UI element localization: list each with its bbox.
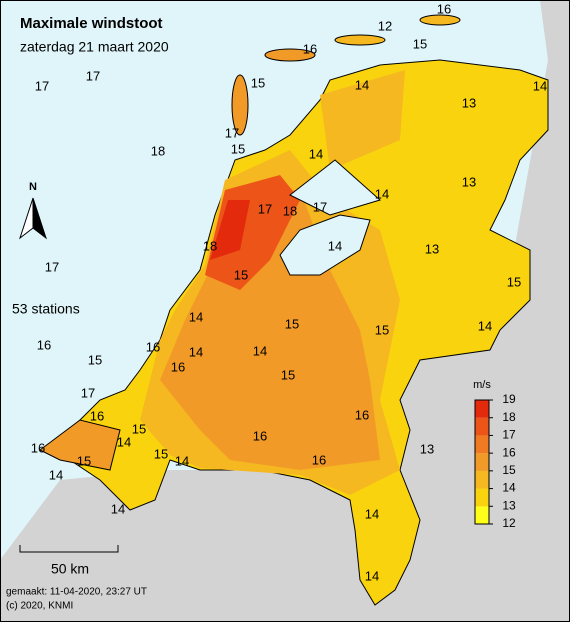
- scale-label: 50 km: [51, 561, 89, 577]
- legend-frame: [474, 399, 490, 525]
- legend-tick-label: 18: [502, 410, 516, 424]
- station-value: 13: [462, 174, 476, 189]
- legend-band: [475, 435, 489, 454]
- legend-tick-label: 19: [502, 392, 516, 406]
- station-value: 15: [285, 316, 299, 331]
- legend-tick-label: 13: [502, 498, 516, 512]
- station-value: 18: [151, 143, 165, 158]
- station-value: 16: [37, 337, 51, 352]
- station-value: 15: [507, 274, 521, 289]
- station-value: 13: [462, 95, 476, 110]
- title: Maximale windstoot: [20, 15, 163, 32]
- legend-band: [475, 400, 489, 418]
- station-value: 14: [375, 186, 389, 201]
- legend-unit: m/s: [473, 379, 491, 391]
- station-value: 16: [312, 452, 326, 467]
- station-value: 14: [189, 309, 203, 324]
- legend-tick-label: 12: [502, 516, 516, 530]
- station-value: 14: [355, 77, 369, 92]
- zone: [320, 70, 405, 170]
- station-value: 14: [189, 344, 203, 359]
- station-value: 16: [253, 428, 267, 443]
- station-value: 15: [231, 141, 245, 156]
- station-value: 16: [146, 339, 160, 354]
- scale-bar: [19, 545, 119, 553]
- legend-band: [475, 488, 489, 507]
- station-value: 13: [425, 241, 439, 256]
- station-value: 15: [281, 367, 295, 382]
- island: [231, 74, 249, 136]
- station-value: 14: [49, 467, 63, 482]
- station-value: 12: [378, 18, 392, 33]
- station-value: 13: [420, 441, 434, 456]
- station-value: 17: [86, 68, 100, 83]
- station-value: 15: [413, 36, 427, 51]
- station-value: 14: [478, 318, 492, 333]
- island: [39, 419, 121, 471]
- lake: [279, 214, 371, 276]
- station-value: 15: [234, 267, 248, 282]
- station-value: 14: [309, 146, 323, 161]
- legend-band: [475, 453, 489, 471]
- station-value: 15: [375, 322, 389, 337]
- station-value: 14: [117, 434, 131, 449]
- legend-band: [475, 417, 489, 436]
- legend-tick-label: 14: [502, 481, 516, 495]
- legend-band: [475, 506, 489, 524]
- station-value: 15: [77, 453, 91, 468]
- station-value: 15: [251, 75, 265, 90]
- legend-tick-label: 15: [502, 463, 516, 477]
- station-value: 15: [88, 352, 102, 367]
- legend-tick-label: 16: [502, 445, 516, 459]
- station-value: 17: [258, 201, 272, 216]
- island: [419, 14, 461, 26]
- station-value: 17: [35, 78, 49, 93]
- legend-tick-label: 17: [502, 428, 516, 442]
- station-value: 14: [328, 238, 342, 253]
- station-value: 16: [437, 1, 451, 16]
- footer-line: gemaakt: 11-04-2020, 23:27 UT: [6, 587, 147, 598]
- station-value: 17: [45, 259, 59, 274]
- station-count: 53 stations: [12, 301, 80, 317]
- station-value: 15: [132, 421, 146, 436]
- station-value: 16: [355, 407, 369, 422]
- station-value: 16: [171, 359, 185, 374]
- station-value: 14: [365, 568, 379, 583]
- station-value: 14: [175, 453, 189, 468]
- station-value: 16: [90, 408, 104, 423]
- north-arrow: [32, 197, 47, 240]
- station-value: 16: [31, 440, 45, 455]
- station-value: 18: [203, 238, 217, 253]
- station-value: 14: [111, 501, 125, 516]
- station-value: 18: [283, 203, 297, 218]
- subtitle: zaterdag 21 maart 2020: [20, 39, 169, 55]
- footer-line: (c) 2020, KNMI: [6, 601, 73, 612]
- island: [334, 34, 386, 46]
- north-label: N: [29, 181, 37, 193]
- station-value: 17: [225, 125, 239, 140]
- station-value: 14: [365, 506, 379, 521]
- station-value: 16: [303, 41, 317, 56]
- netherlands: [39, 14, 549, 606]
- station-value: 17: [313, 199, 327, 214]
- station-value: 17: [81, 385, 95, 400]
- zone: [210, 200, 250, 260]
- station-value: 14: [533, 78, 547, 93]
- island: [264, 48, 316, 62]
- legend-band: [475, 470, 489, 489]
- station-value: 14: [253, 343, 267, 358]
- lake: [289, 159, 382, 216]
- station-value: 15: [154, 446, 168, 461]
